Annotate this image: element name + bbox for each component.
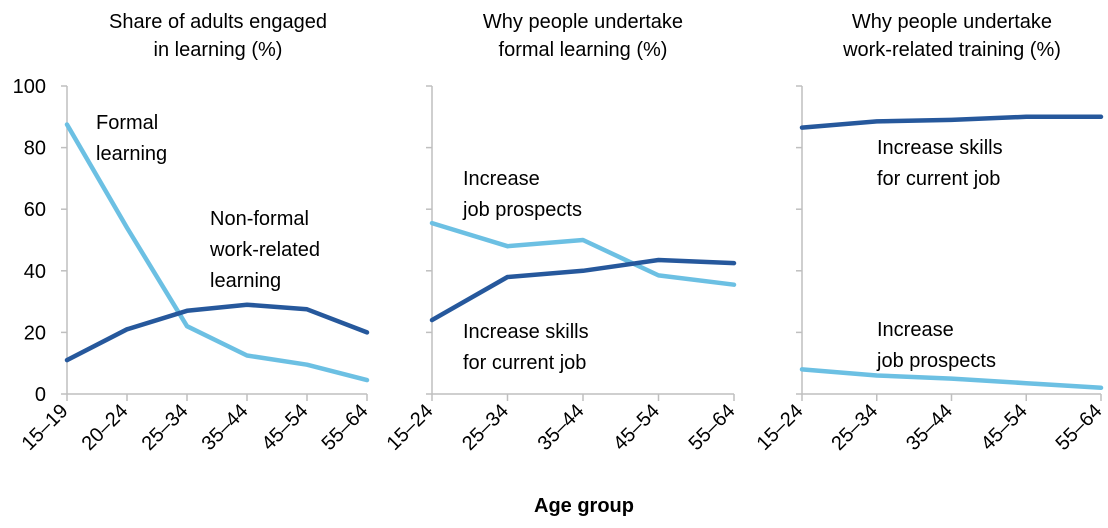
- series-annotation: learning: [210, 270, 281, 292]
- y-tick-label: 0: [35, 384, 46, 406]
- y-tick-label: 40: [24, 261, 46, 283]
- series-line-formal-learning: [64, 122, 370, 383]
- series-line-increase-job-prospects: [799, 367, 1104, 391]
- x-tick-label: 45–54: [609, 400, 664, 455]
- x-tick-label: 35–44: [198, 400, 253, 455]
- series-annotation: work-related: [209, 239, 320, 261]
- y-tick-label: 80: [24, 138, 46, 160]
- x-tick-label: 55–64: [685, 400, 740, 455]
- series-line-increase-job-prospects: [429, 220, 737, 287]
- series-line-increase-skills-for-current-job: [429, 257, 737, 323]
- series-annotation: for current job: [463, 352, 586, 374]
- panel-title: formal learning (%): [499, 39, 668, 61]
- x-tick-label: 55–64: [1052, 400, 1107, 455]
- x-tick-label: 15–24: [753, 400, 808, 455]
- series-annotation: job prospects: [876, 350, 996, 372]
- x-tick-label: 25–34: [827, 400, 882, 455]
- x-tick-label: 45–54: [258, 400, 313, 455]
- series-annotation: Increase skills: [877, 137, 1003, 159]
- series-annotation: Increase: [463, 168, 540, 190]
- panel-title: Why people undertake: [483, 11, 683, 33]
- y-tick-label: 20: [24, 322, 46, 344]
- series-line-non-formal-work-related-learning: [64, 302, 370, 363]
- x-axis-title: Age group: [534, 495, 634, 517]
- series-annotation: job prospects: [462, 199, 582, 221]
- y-tick-label: 60: [24, 199, 46, 221]
- x-tick-label: 45–54: [977, 400, 1032, 455]
- x-tick-label: 15–19: [18, 400, 73, 455]
- series-annotation: Non-formal: [210, 208, 309, 230]
- x-tick-label: 15–24: [383, 400, 438, 455]
- series-annotation: Increase: [877, 319, 954, 341]
- series-annotation: learning: [96, 143, 167, 165]
- x-tick-label: 20–24: [78, 400, 133, 455]
- panel-title: work-related training (%): [842, 39, 1061, 61]
- x-tick-label: 35–44: [534, 400, 589, 455]
- y-tick-label: 100: [13, 76, 46, 98]
- x-tick-label: 35–44: [902, 400, 957, 455]
- panel-title: in learning (%): [154, 39, 283, 61]
- series-annotation: Formal: [96, 112, 158, 134]
- x-tick-label: 55–64: [318, 400, 373, 455]
- series-line-increase-skills-for-current-job: [799, 114, 1104, 130]
- x-tick-label: 25–34: [138, 400, 193, 455]
- panel-title: Share of adults engaged: [109, 11, 327, 33]
- x-tick-label: 25–34: [458, 400, 513, 455]
- series-annotation: Increase skills: [463, 321, 589, 343]
- panel-title: Why people undertake: [852, 11, 1052, 33]
- series-annotation: for current job: [877, 168, 1000, 190]
